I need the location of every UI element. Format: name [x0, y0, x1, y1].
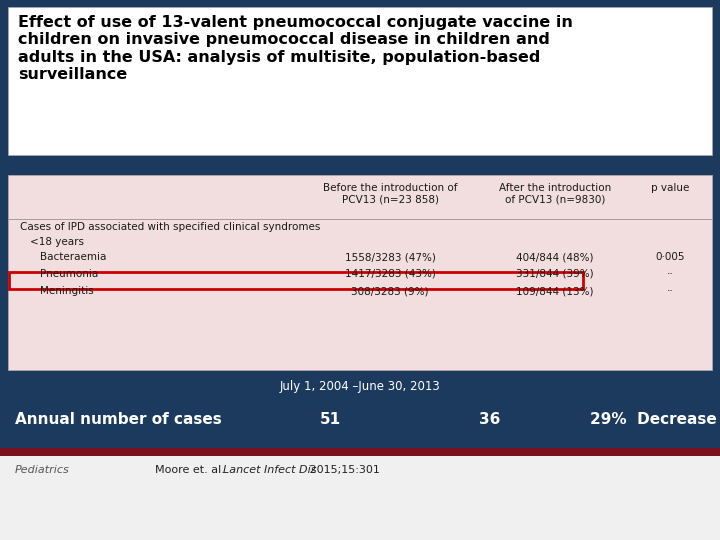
Bar [0, 456, 720, 540]
Text: Annual number of cases: Annual number of cases [15, 412, 222, 427]
Bar [0, 448, 720, 456]
Text: 1558/3283 (47%): 1558/3283 (47%) [345, 252, 436, 262]
Text: After the introduction
of PCV13 (n=9830): After the introduction of PCV13 (n=9830) [499, 183, 611, 205]
Text: 109/844 (13%): 109/844 (13%) [516, 286, 594, 296]
Text: 51: 51 [320, 412, 341, 427]
Text: 36: 36 [480, 412, 500, 427]
Text: Pediatrics: Pediatrics [15, 465, 70, 475]
Text: 404/844 (48%): 404/844 (48%) [516, 252, 594, 262]
Text: Lancet Infect Dis: Lancet Infect Dis [223, 465, 317, 475]
Text: Effect of use of 13-valent pneumococcal conjugate vaccine in
children on invasiv: Effect of use of 13-valent pneumococcal … [18, 15, 573, 82]
Text: Bacteraemia: Bacteraemia [40, 252, 107, 262]
Text: ··: ·· [667, 286, 673, 296]
Text: 1417/3283 (43%): 1417/3283 (43%) [345, 269, 436, 279]
Text: 331/844 (39%): 331/844 (39%) [516, 269, 594, 279]
Bar [8, 7, 712, 155]
Text: 0·005: 0·005 [655, 252, 685, 262]
Text: Pneumonia: Pneumonia [40, 269, 98, 279]
Bar [9, 272, 583, 289]
Text: 29%  Decrease: 29% Decrease [590, 412, 716, 427]
Text: ··: ·· [667, 269, 673, 279]
Text: p value: p value [651, 183, 689, 193]
Text: <18 years: <18 years [30, 237, 84, 247]
Text: 2015;15:301: 2015;15:301 [306, 465, 380, 475]
Text: Before the introduction of
PCV13 (n=23 858): Before the introduction of PCV13 (n=23 8… [323, 183, 457, 205]
Bar [8, 175, 712, 370]
Text: Meningitis: Meningitis [40, 286, 94, 296]
Text: 308/3283 (9%): 308/3283 (9%) [351, 286, 428, 296]
Text: Cases of IPD associated with specified clinical syndromes: Cases of IPD associated with specified c… [20, 222, 320, 232]
Text: July 1, 2004 –June 30, 2013: July 1, 2004 –June 30, 2013 [279, 380, 441, 393]
Text: Moore et. al.: Moore et. al. [155, 465, 228, 475]
